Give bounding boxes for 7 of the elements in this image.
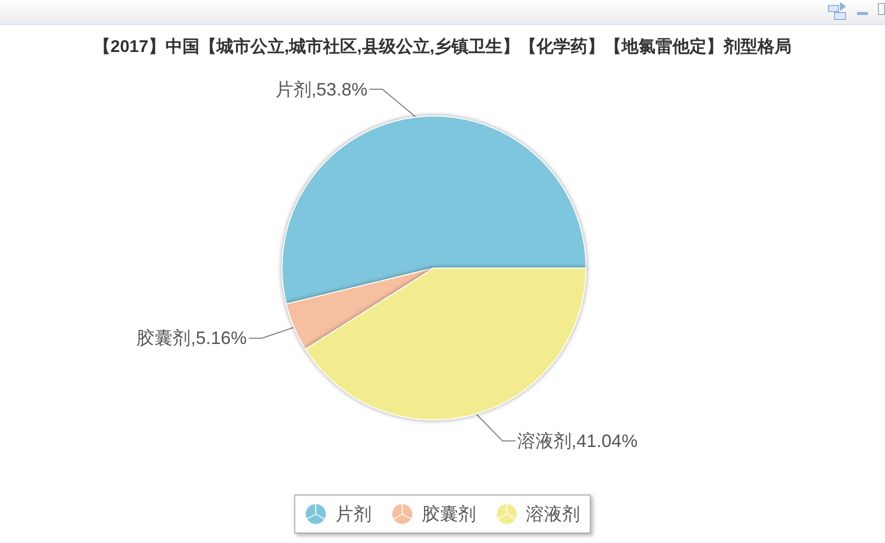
data-label: 溶液剂,41.04%	[518, 430, 638, 451]
legend-label: 胶囊剂	[422, 504, 476, 524]
legend-label: 片剂	[335, 504, 372, 524]
data-label: 胶囊剂,5.16%	[136, 328, 247, 348]
chart-title: 【2017】中国【城市公立,城市社区,县级公立,乡镇卫生】【化学药】【地氯雷他定】剂型格局	[94, 37, 792, 56]
legend-label: 溶液剂	[526, 504, 580, 524]
data-label: 片剂,53.8%	[275, 79, 368, 100]
